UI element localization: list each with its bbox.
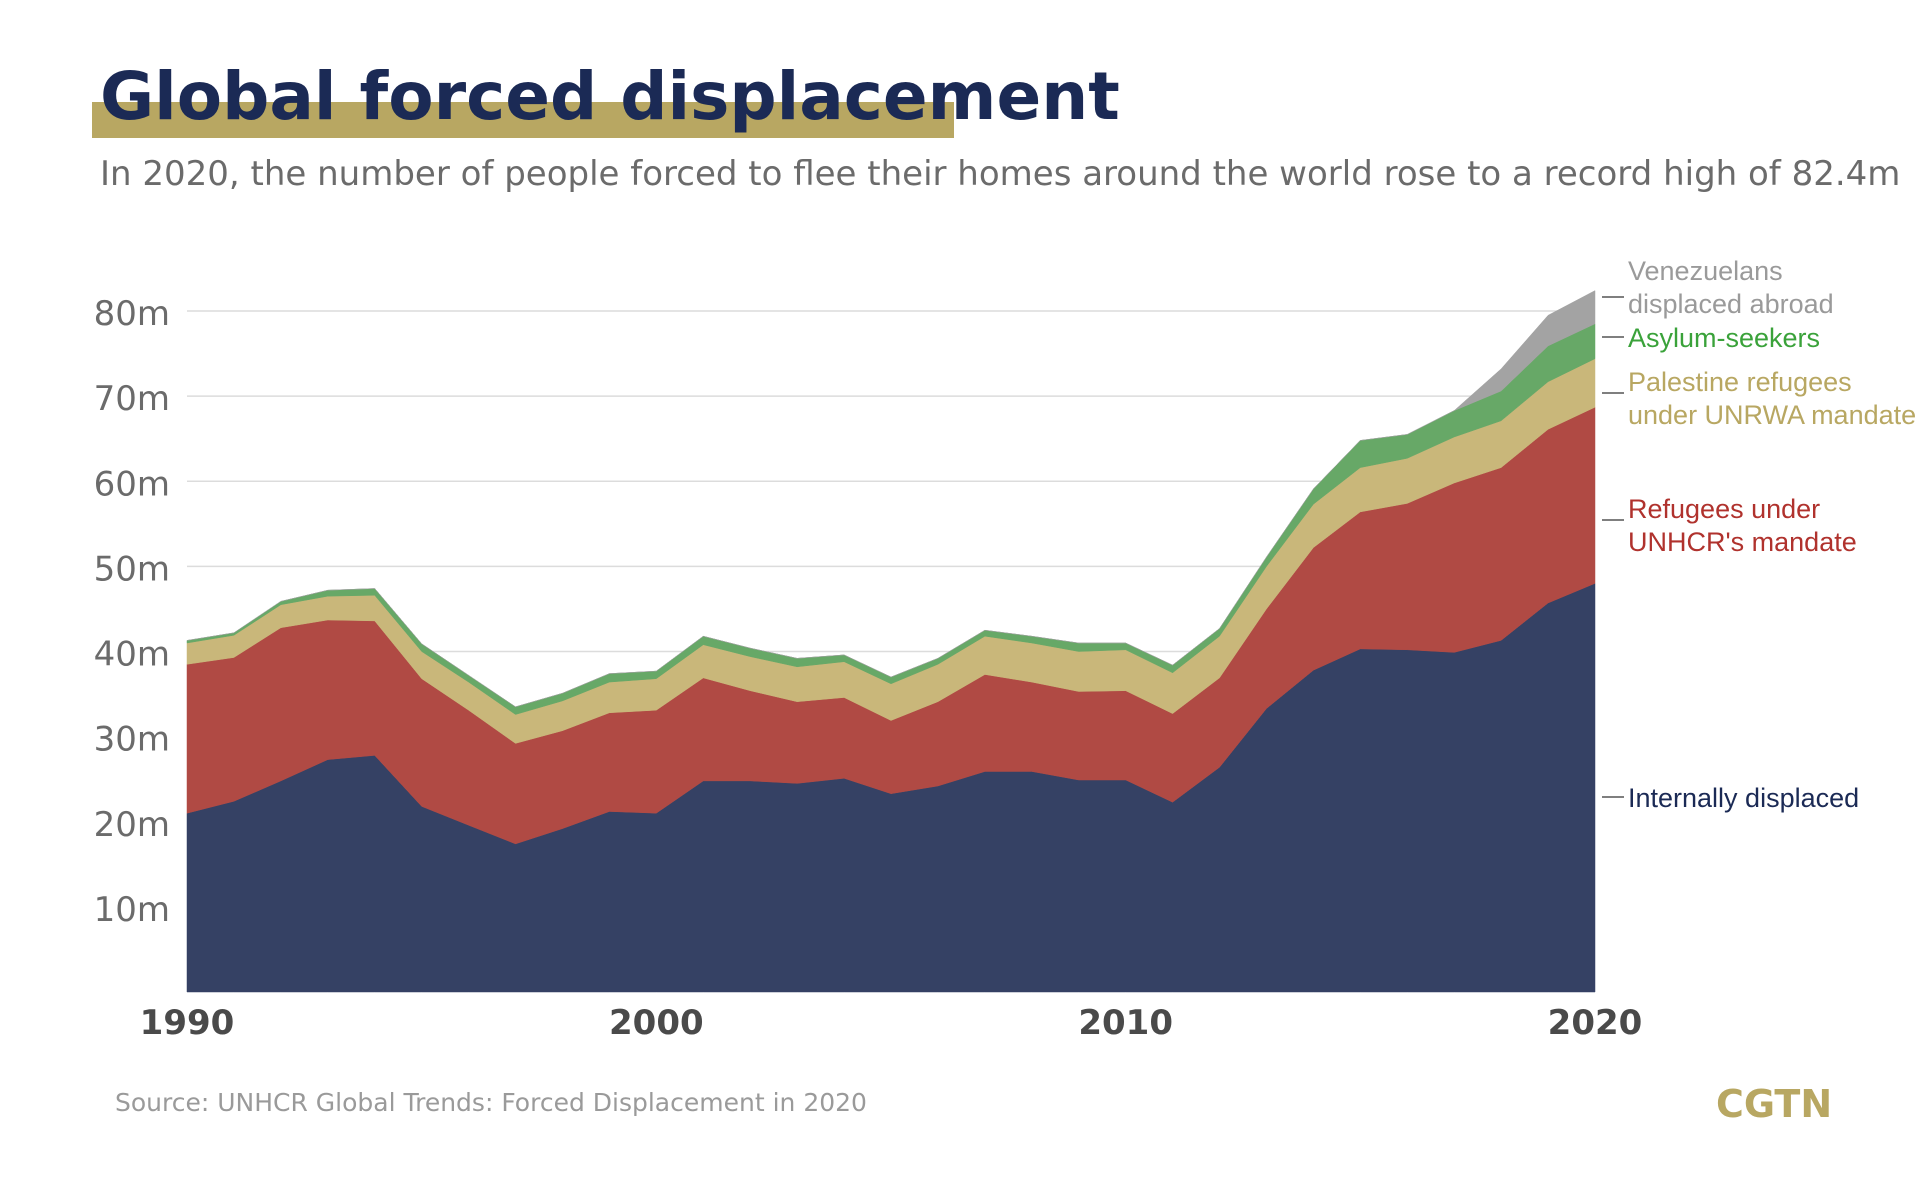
series-label-text: Venezuelans xyxy=(1628,256,1783,286)
y-tick-label: 10m xyxy=(94,890,170,930)
x-tick-label: 2000 xyxy=(609,1003,704,1043)
y-axis: 10m 20m 30m 40m 50m 60m 70m 80m xyxy=(94,294,170,930)
y-tick-label: 40m xyxy=(94,635,170,675)
series-label: Asylum-seekers xyxy=(1602,323,1820,353)
x-tick-label: 2010 xyxy=(1078,1003,1173,1043)
title-block: Global forced displacement xyxy=(92,58,1120,138)
y-tick-label: 80m xyxy=(94,294,170,334)
cgtn-logo: CGTN xyxy=(1716,1082,1833,1126)
y-tick-label: 20m xyxy=(94,805,170,845)
chart-subtitle: In 2020, the number of people forced to … xyxy=(100,154,1901,194)
source-note: Source: UNHCR Global Trends: Forced Disp… xyxy=(115,1088,867,1117)
series-label-text: Internally displaced xyxy=(1628,783,1859,813)
title-underline-bar xyxy=(92,102,954,138)
area-venezuelans-displaced-abroad xyxy=(186,290,1596,708)
x-axis: 1990 2000 2010 2020 xyxy=(140,1003,1643,1043)
x-tick-label: 1990 xyxy=(140,1003,235,1043)
y-tick-label: 30m xyxy=(94,720,170,760)
series-label-text: UNHCR's mandate xyxy=(1628,527,1857,557)
y-tick-label: 50m xyxy=(94,549,170,589)
series-label-text: displaced abroad xyxy=(1628,289,1834,319)
series-label-text: Palestine refugees xyxy=(1628,367,1852,397)
series-label-text: Refugees under xyxy=(1628,494,1820,524)
chart-title: Global forced displacement xyxy=(100,58,1120,135)
series-label-text: Asylum-seekers xyxy=(1628,323,1820,353)
y-tick-label: 60m xyxy=(94,464,170,504)
y-tick-label: 70m xyxy=(94,379,170,419)
series-label: Internally displaced xyxy=(1602,783,1859,813)
series-label-text: under UNRWA mandate xyxy=(1628,400,1916,430)
x-tick-label: 2020 xyxy=(1548,1003,1643,1043)
area-series xyxy=(186,290,1596,993)
series-labels: Internally displaced Refugees underUNHCR'… xyxy=(1602,256,1916,813)
